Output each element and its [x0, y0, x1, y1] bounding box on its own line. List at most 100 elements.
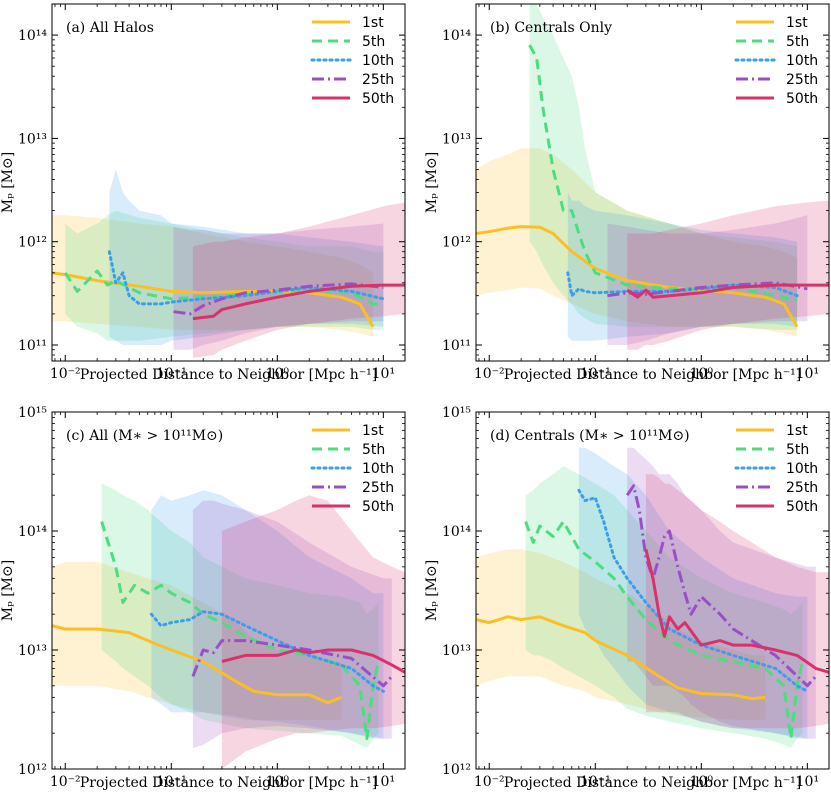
band-1st [52, 215, 374, 337]
legend-label-50th: 50th [362, 499, 394, 515]
x-tick-label: 10¹ [372, 774, 395, 790]
legend-label-25th: 25th [362, 72, 394, 88]
band-25th [607, 215, 808, 345]
band-5th [529, 4, 798, 330]
legend-label-50th: 50th [786, 499, 818, 515]
band-50th [627, 200, 829, 350]
legend-label-25th: 25th [786, 72, 818, 88]
x-tick-label: 10¹ [796, 366, 819, 382]
y-tick-label: 10¹³ [18, 131, 47, 147]
line-1st [476, 225, 799, 328]
line-5th [100, 521, 380, 741]
y-tick-label: 10¹¹ [442, 338, 471, 354]
line-1st [52, 271, 375, 328]
panel-2: 10⁻² 10⁻¹ 10⁰ 10¹ 10¹¹ 10¹² 10¹³ 10¹⁴ Projected … [424, 3, 830, 383]
x-tick-label: 10⁻² [50, 774, 81, 790]
y-tick-label: 10¹³ [442, 643, 471, 659]
y-tick-label: 10¹⁴ [18, 28, 47, 44]
x-axis-label: Projected Distance to Neighbor [Mpc h⁻¹] [80, 775, 377, 791]
y-tick-label: 10¹² [18, 235, 47, 251]
axes-frame [475, 411, 830, 770]
panel-title: (b) Centrals Only [490, 20, 612, 36]
line-50th [626, 283, 829, 299]
line-10th [577, 488, 809, 693]
y-tick-label: 10¹¹ [18, 338, 47, 354]
band-5th [101, 483, 379, 748]
x-tick-label: 10⁻¹ [580, 774, 611, 790]
legend-label-1st: 1st [362, 423, 384, 439]
legend-label-10th: 10th [362, 461, 394, 477]
y-tick-label: 10¹⁵ [442, 405, 471, 421]
x-tick-label: 10⁻² [474, 366, 505, 382]
line-1st [476, 615, 766, 701]
axes-frame [51, 3, 406, 362]
legend-label-5th: 5th [362, 34, 385, 50]
legend-label-1st: 1st [786, 423, 808, 439]
x-axis-label: Projected Distance to Neighbor [Mpc h⁻¹] [504, 367, 801, 383]
legend: 1st 5th 10th 25th 50th [734, 423, 818, 515]
x-tick-label: 10⁻¹ [580, 366, 611, 382]
band-1st [476, 549, 766, 720]
x-tick-label: 10⁻¹ [156, 774, 187, 790]
band-25th [173, 223, 384, 350]
x-tick-label: 10⁻² [474, 774, 505, 790]
axes-frame [475, 3, 830, 362]
band-10th [567, 192, 798, 341]
legend-label-50th: 50th [786, 91, 818, 107]
x-tick-label: 10⁰ [690, 366, 714, 382]
legend-label-5th: 5th [786, 34, 809, 50]
plot-area [476, 4, 829, 350]
y-tick-label: 10¹⁴ [18, 524, 47, 540]
plot-area [52, 483, 405, 769]
line-1st [52, 624, 342, 705]
legend-label-25th: 25th [362, 480, 394, 496]
band-5th [65, 210, 384, 341]
band-50th [192, 202, 405, 358]
x-tick-label: 10⁻² [50, 366, 81, 382]
x-tick-label: 10¹ [372, 366, 395, 382]
legend: 1st 5th 10th 25th 50th [310, 15, 394, 107]
y-tick-label: 10¹² [442, 235, 471, 251]
x-tick-label: 10¹ [796, 774, 819, 790]
line-50th [192, 283, 405, 321]
y-axis-label: Mₚ [M⊙] [0, 152, 16, 213]
legend: 1st 5th 10th 25th 50th [734, 15, 818, 107]
band-50th [221, 495, 405, 769]
y-axis-label: Mₚ [M⊙] [424, 560, 440, 621]
line-25th [625, 484, 817, 688]
y-tick-label: 10¹² [18, 762, 47, 778]
legend-label-5th: 5th [362, 442, 385, 458]
line-5th [524, 520, 804, 741]
legend-label-25th: 25th [786, 480, 818, 496]
panel-3: 10⁻² 10⁻¹ 10⁰ 10¹ 10¹² 10¹³ 10¹⁴ 10¹⁵ Projected … [0, 405, 406, 791]
line-10th [149, 610, 385, 693]
band-10th [151, 490, 384, 739]
panel-title: (d) Centrals (M∗ > 10¹¹M⊙) [490, 428, 690, 444]
y-tick-label: 10¹³ [18, 643, 47, 659]
x-tick-label: 10⁰ [266, 774, 290, 790]
line-25th [173, 282, 384, 316]
panel-title: (c) All (M∗ > 10¹¹M⊙) [66, 428, 223, 444]
panel-1: 10⁻² 10⁻¹ 10⁰ 10¹ 10¹¹ 10¹² 10¹³ 10¹⁴ Projected … [0, 3, 406, 383]
panel-title: (a) All Halos [66, 20, 154, 36]
legend-label-10th: 10th [362, 53, 394, 69]
plot-area [52, 169, 405, 358]
x-axis-label: Projected Distance to Neighbor [Mpc h⁻¹] [80, 367, 377, 383]
legend-label-50th: 50th [362, 91, 394, 107]
y-axis-label: Mₚ [M⊙] [424, 152, 440, 213]
legend-label-10th: 10th [786, 461, 818, 477]
band-50th [645, 474, 829, 729]
y-tick-label: 10¹⁴ [442, 524, 471, 540]
x-tick-label: 10⁰ [690, 774, 714, 790]
legend: 1st 5th 10th 25th 50th [310, 423, 394, 515]
line-50th [644, 549, 829, 674]
y-tick-label: 10¹² [442, 762, 471, 778]
y-tick-label: 10¹³ [442, 131, 471, 147]
legend-label-10th: 10th [786, 53, 818, 69]
line-5th [63, 269, 384, 306]
panel-4: 10⁻² 10⁻¹ 10⁰ 10¹ 10¹² 10¹³ 10¹⁴ 10¹⁵ Projected … [424, 405, 830, 791]
legend-label-5th: 5th [786, 442, 809, 458]
y-tick-label: 10¹⁴ [442, 28, 471, 44]
x-tick-label: 10⁰ [266, 366, 290, 382]
